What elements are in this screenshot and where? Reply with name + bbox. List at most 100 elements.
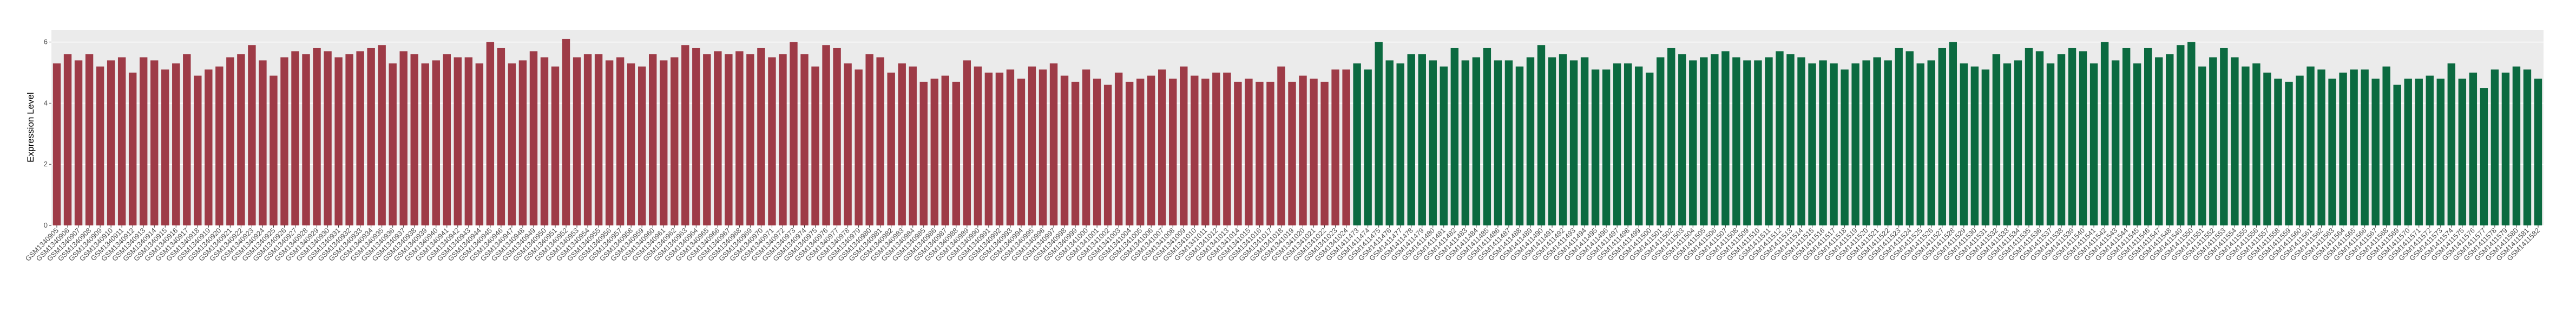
- bar: [735, 51, 744, 225]
- bar: [1114, 72, 1123, 225]
- bar: [1569, 60, 1578, 225]
- bar: [2198, 66, 2206, 225]
- bar: [1808, 63, 1816, 225]
- bar: [2242, 66, 2250, 225]
- bar: [551, 66, 560, 225]
- bar: [1060, 75, 1069, 225]
- bar: [768, 57, 776, 225]
- bar: [2339, 72, 2347, 225]
- y-tick-label: 2: [44, 160, 48, 168]
- bar: [1396, 63, 1404, 225]
- bar: [800, 54, 809, 225]
- bar: [128, 72, 137, 225]
- bar: [1960, 63, 1968, 225]
- bar: [1299, 75, 1307, 225]
- bar: [909, 66, 917, 225]
- bar: [2350, 69, 2358, 225]
- bar: [1320, 81, 1329, 225]
- bar: [1364, 69, 1372, 225]
- bar: [898, 63, 906, 225]
- bar: [1916, 63, 1924, 225]
- bar: [334, 57, 343, 225]
- bar: [648, 54, 657, 225]
- bar: [2220, 48, 2228, 225]
- bar: [1754, 60, 1762, 225]
- bar: [919, 81, 928, 225]
- bar: [2177, 45, 2185, 225]
- bar: [638, 66, 646, 225]
- bar: [486, 42, 495, 225]
- bar: [205, 69, 213, 225]
- bar: [183, 54, 191, 225]
- bar: [876, 57, 884, 225]
- bar: [1548, 57, 1556, 225]
- bar: [703, 54, 711, 225]
- bar: [1884, 60, 1892, 225]
- bar: [1125, 81, 1134, 225]
- bar: [562, 38, 570, 225]
- bar: [410, 54, 418, 225]
- bar: [1039, 69, 1047, 225]
- bar: [952, 81, 961, 225]
- bar: [1634, 66, 1643, 225]
- bar: [930, 79, 938, 225]
- bar: [1103, 85, 1112, 225]
- bar: [2447, 63, 2456, 225]
- bar: [1515, 66, 1524, 225]
- bar: [421, 63, 429, 225]
- bar: [1667, 48, 1675, 225]
- bar: [1256, 81, 1264, 225]
- bar: [2274, 79, 2282, 225]
- bar: [259, 60, 267, 225]
- bar: [2306, 66, 2315, 225]
- bar: [1093, 79, 1101, 225]
- bar: [1624, 63, 1632, 225]
- bar: [1234, 81, 1242, 225]
- bar: [237, 54, 245, 225]
- y-tick-label: 4: [44, 99, 48, 107]
- bar: [1483, 48, 1491, 225]
- bar: [529, 51, 538, 225]
- bar: [1028, 66, 1036, 225]
- bar: [714, 51, 722, 225]
- bar: [52, 63, 61, 225]
- bar: [627, 63, 635, 225]
- bar: [389, 63, 397, 225]
- bar: [2133, 63, 2141, 225]
- bar: [280, 57, 288, 225]
- bar: [2079, 51, 2087, 225]
- bar: [2155, 57, 2163, 225]
- bar: [497, 48, 505, 225]
- bar: [1613, 63, 1621, 225]
- bar: [1657, 57, 1665, 225]
- bar: [1949, 42, 1957, 225]
- bar: [844, 63, 852, 225]
- bar: [681, 45, 689, 225]
- bar: [790, 42, 798, 225]
- bar: [172, 63, 180, 225]
- bar: [1494, 60, 1502, 225]
- bar: [1602, 69, 1611, 225]
- bar: [1006, 69, 1015, 225]
- bar: [2415, 79, 2423, 225]
- bar: [1385, 60, 1394, 225]
- bar: [74, 60, 83, 225]
- bar: [1841, 69, 1849, 225]
- bar: [995, 72, 1004, 225]
- bar: [1700, 57, 1708, 225]
- bar: [443, 54, 451, 225]
- bar: [2014, 60, 2022, 225]
- bar: [1526, 57, 1535, 225]
- bar: [1082, 69, 1090, 225]
- bar: [63, 54, 72, 225]
- bar: [1353, 63, 1361, 225]
- bar: [822, 45, 830, 225]
- bar: [2501, 72, 2510, 225]
- bar: [2046, 63, 2055, 225]
- bar: [378, 45, 386, 225]
- bar: [1375, 42, 1383, 225]
- bar: [2480, 88, 2488, 225]
- bar: [1721, 51, 1730, 225]
- bar: [194, 75, 202, 225]
